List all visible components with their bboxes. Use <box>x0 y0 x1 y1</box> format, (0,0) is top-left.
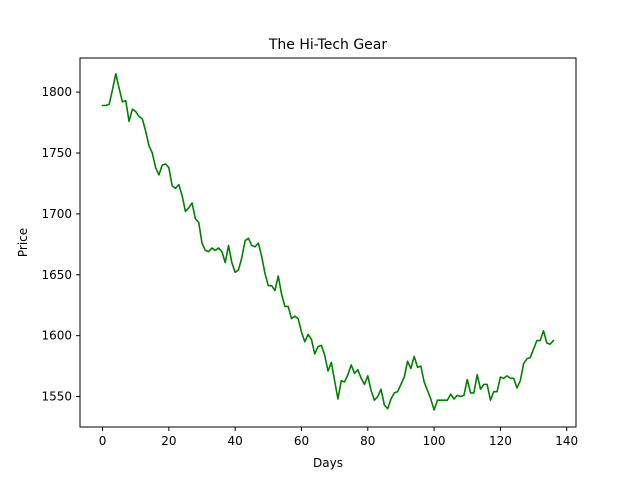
x-axis-label: Days <box>313 456 343 470</box>
x-tick-label: 40 <box>228 434 243 448</box>
y-tick-label: 1550 <box>41 390 72 404</box>
y-tick-label: 1800 <box>41 85 72 99</box>
y-tick-label: 1700 <box>41 207 72 221</box>
x-tick-label: 60 <box>294 434 309 448</box>
y-tick-label: 1650 <box>41 268 72 282</box>
x-tick-label: 80 <box>360 434 375 448</box>
y-tick-label: 1600 <box>41 329 72 343</box>
x-tick-label: 0 <box>99 434 107 448</box>
y-axis-label: Price <box>16 228 30 257</box>
chart-title: The Hi-Tech Gear <box>268 37 388 53</box>
x-tick-label: 100 <box>423 434 446 448</box>
x-tick-label: 20 <box>161 434 176 448</box>
y-tick-label: 1750 <box>41 146 72 160</box>
x-tick-label: 120 <box>489 434 512 448</box>
x-tick-label: 140 <box>555 434 578 448</box>
